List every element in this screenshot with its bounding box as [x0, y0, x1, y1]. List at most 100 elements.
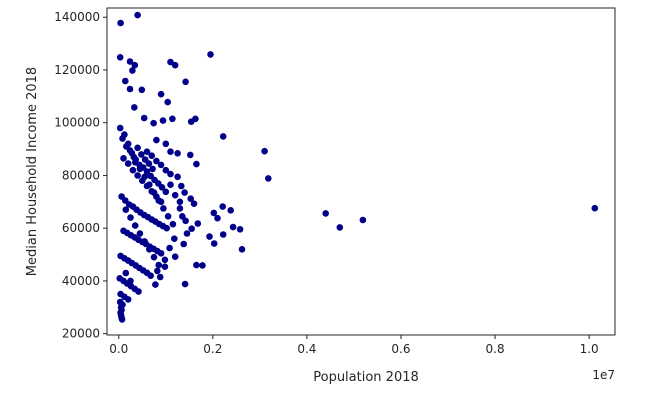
y-tick-label: 80000 [62, 168, 100, 182]
scatter-point [167, 170, 174, 178]
scatter-point [126, 58, 134, 65]
scatter-point [134, 172, 141, 179]
scatter-point [169, 115, 176, 123]
scatter-point [131, 61, 139, 69]
y-tick-label: 40000 [62, 274, 100, 288]
scatter-point [122, 269, 130, 277]
scatter-point [131, 104, 138, 111]
scatter-point [146, 181, 153, 188]
scatter-point [159, 117, 167, 124]
x-tick-label: 0.2 [203, 342, 222, 356]
scatter-point [336, 224, 344, 231]
scatter-point [210, 209, 218, 217]
scatter-point [154, 267, 161, 275]
scatter-point [143, 148, 151, 155]
scatter-point [158, 184, 166, 191]
scatter-point [147, 272, 154, 280]
scatter-point [127, 277, 134, 285]
scatter-point [236, 226, 244, 233]
scatter-point [129, 166, 137, 174]
scatter-point [162, 140, 170, 148]
scatter-point [164, 213, 172, 220]
scatter-point [171, 191, 179, 199]
scatter-point [193, 160, 200, 168]
scatter-point [119, 135, 126, 142]
scatter-point [162, 166, 170, 174]
x-tick-label: 0.4 [297, 342, 316, 356]
scatter-point [178, 182, 185, 190]
scatter-point [179, 213, 186, 220]
scatter-point [118, 316, 126, 323]
scatter-point [138, 151, 145, 158]
scatter-point [140, 114, 148, 122]
scatter-point [150, 119, 157, 127]
x-axis-label: Population 2018 [313, 370, 419, 385]
scatter-point [157, 161, 165, 169]
scatter-point [176, 198, 184, 206]
scatter-point [117, 19, 124, 27]
scatter-point [227, 207, 234, 214]
scatter-point [153, 157, 160, 165]
scatter-point [219, 231, 227, 238]
scatter-point [181, 189, 188, 196]
scatter-point [181, 280, 189, 288]
scatter-point [190, 200, 198, 207]
scatter-point [238, 246, 246, 253]
y-axis-label: Median Household Income 2018 [25, 67, 40, 276]
scatter-point [136, 165, 144, 173]
scatter-point [167, 148, 174, 155]
scatter-point [141, 173, 148, 181]
scatter-point [150, 253, 158, 261]
scatter-point [322, 210, 330, 217]
x-tick-label: 1.0 [580, 342, 599, 356]
plot-area [107, 8, 615, 335]
scatter-point [180, 240, 187, 248]
y-axis: 20000 40000 60000 80000 100000 120000 140000 [54, 10, 107, 341]
scatter-point [122, 206, 130, 213]
scatter-point [229, 223, 237, 231]
x-offset-label: 1e7 [592, 368, 615, 382]
scatter-point [591, 204, 599, 212]
scatter-point [157, 90, 165, 98]
y-tick-label: 120000 [54, 63, 100, 77]
scatter-point [116, 124, 124, 132]
scatter-point [148, 152, 155, 159]
scatter-point [214, 214, 221, 222]
x-tick-label: 0.0 [109, 342, 128, 356]
x-axis: 0.0 0.2 0.4 0.6 0.8 1.0 [109, 335, 599, 356]
x-tick-label: 0.6 [391, 342, 410, 356]
plot-frame [106, 7, 616, 336]
scatter-point [131, 159, 139, 166]
scatter-point [156, 273, 164, 281]
scatter-point [131, 222, 139, 229]
scatter-point [359, 216, 367, 224]
scatter-point [124, 160, 132, 167]
scatter-point [163, 224, 170, 232]
scatter-point [130, 153, 138, 161]
y-tick-label: 20000 [62, 327, 100, 341]
scatter-point [150, 189, 158, 196]
scatter-point [152, 281, 159, 288]
scatter-point [199, 262, 206, 269]
scatter-point [167, 58, 174, 66]
scatter-point [167, 181, 174, 188]
scatter-point [138, 86, 146, 94]
scatter-point [134, 11, 141, 19]
scatter-point [127, 214, 134, 221]
scatter-point [182, 78, 189, 86]
scatter-point [122, 77, 129, 85]
scatter-point [174, 173, 181, 181]
scatter-point [187, 195, 194, 202]
scatter-point [261, 147, 268, 155]
scatter-point [161, 256, 169, 264]
scatter-point [166, 244, 173, 252]
scatter-point [192, 115, 199, 123]
scatter-point [162, 188, 170, 196]
scatter-point [187, 151, 194, 159]
scatter-point [174, 150, 181, 157]
scatter-point [157, 250, 165, 257]
scatter-point [146, 246, 153, 253]
scatter-point [141, 238, 148, 245]
scatter-point [153, 136, 160, 144]
